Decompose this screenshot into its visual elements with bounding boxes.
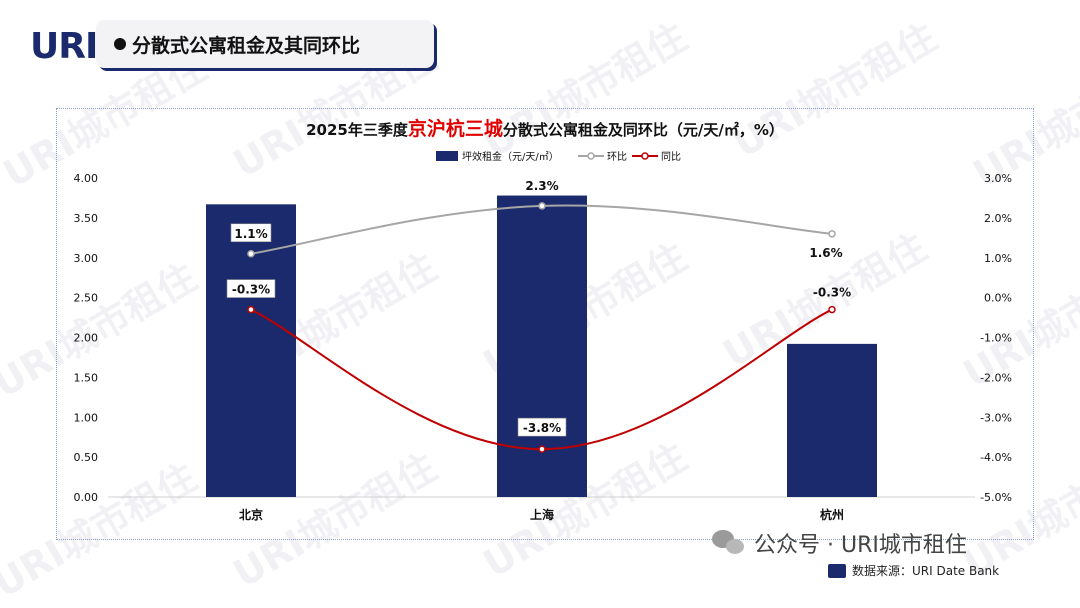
right-axis-tick-label: 1.0% (984, 252, 1012, 265)
uri-logo: URI (30, 26, 98, 67)
mom-point (247, 250, 255, 258)
right-axis-tick-label: -2.0% (980, 371, 1012, 384)
yoy-label-box (226, 279, 276, 298)
x-axis-tick-label: 杭州 (820, 507, 844, 522)
legend-marker-mom (587, 152, 595, 160)
legend-marker-yoy (641, 152, 649, 160)
source-text: 数据来源：URI Date Bank (852, 564, 1000, 578)
chart-title: 2025年三季度京沪杭三城分散式公寓租金及同环比（元/天/㎡，%） (306, 117, 784, 140)
right-axis-tick-label: -1.0% (980, 332, 1012, 345)
yoy-data-label: -3.8% (523, 421, 561, 435)
mom-label-box (230, 223, 272, 243)
section-title-box: 分散式公寓租金及其同环比 (96, 20, 434, 68)
left-axis-tick-label: 3.00 (74, 252, 99, 265)
mom-data-label: 1.6% (809, 246, 842, 260)
left-axis-tick-label: 0.50 (74, 451, 99, 464)
left-axis-tick-label: 0.00 (74, 491, 99, 504)
left-axis-tick-label: 2.50 (74, 292, 99, 305)
left-axis-tick-label: 3.50 (74, 212, 99, 225)
mom-point (538, 202, 546, 210)
right-axis-tick-label: -3.0% (980, 411, 1012, 424)
left-axis-tick-label: 4.00 (74, 172, 99, 185)
yoy-point (828, 305, 836, 314)
yoy-point (247, 305, 255, 314)
brand-text: 公众号 · URI城市租住 (754, 533, 967, 558)
chart-panel (56, 108, 1034, 540)
yoy-data-label: -0.3% (813, 286, 851, 300)
legend-label-bar: 坪效租金（元/天/㎡） (462, 150, 559, 163)
chart-icon (828, 563, 846, 578)
bar (787, 343, 877, 497)
left-axis-tick-label: 1.00 (74, 411, 99, 424)
mom-data-label: 2.3% (525, 179, 558, 193)
right-axis-tick-label: -4.0% (980, 451, 1012, 464)
yoy-data-label: -0.3% (232, 283, 270, 297)
legend-swatch-bar (436, 151, 458, 161)
right-axis-tick-label: -5.0% (980, 491, 1012, 504)
bullet-icon (114, 38, 126, 50)
x-axis-tick-label: 上海 (530, 507, 554, 522)
legend-label-mom: 环比 (607, 151, 627, 163)
left-axis-tick-label: 1.50 (74, 371, 99, 384)
right-axis-tick-label: 3.0% (984, 172, 1012, 185)
mom-data-label: 1.1% (234, 227, 267, 241)
right-axis-tick-label: 0.0% (984, 292, 1012, 305)
chart-title-prefix: 2025年三季度 (306, 121, 409, 139)
data-source: 数据来源：URI Date Bank (828, 562, 999, 579)
left-axis-tick-label: 2.00 (74, 332, 99, 345)
mom-point (828, 230, 836, 238)
yoy-point (538, 445, 546, 453)
wechat-icon (712, 530, 746, 556)
right-axis-tick-label: 2.0% (984, 212, 1012, 225)
wechat-brand: 公众号 · URI城市租住 (712, 527, 967, 559)
rent-chart: 2025年三季度京沪杭三城分散式公寓租金及同环比（元/天/㎡，%） 坪效租金（元… (74, 117, 1013, 522)
legend-label-yoy: 同比 (661, 151, 681, 163)
section-title: 分散式公寓租金及其同环比 (132, 34, 361, 57)
chart-title-suffix: 分散式公寓租金及同环比（元/天/㎡，%） (503, 121, 784, 139)
slide: { "header": { "logo_text": "URI", "secti… (0, 14, 1080, 607)
x-axis-tick-label: 北京 (239, 507, 263, 522)
yoy-label-box (517, 417, 567, 437)
chart-title-highlight: 京沪杭三城 (408, 117, 503, 140)
